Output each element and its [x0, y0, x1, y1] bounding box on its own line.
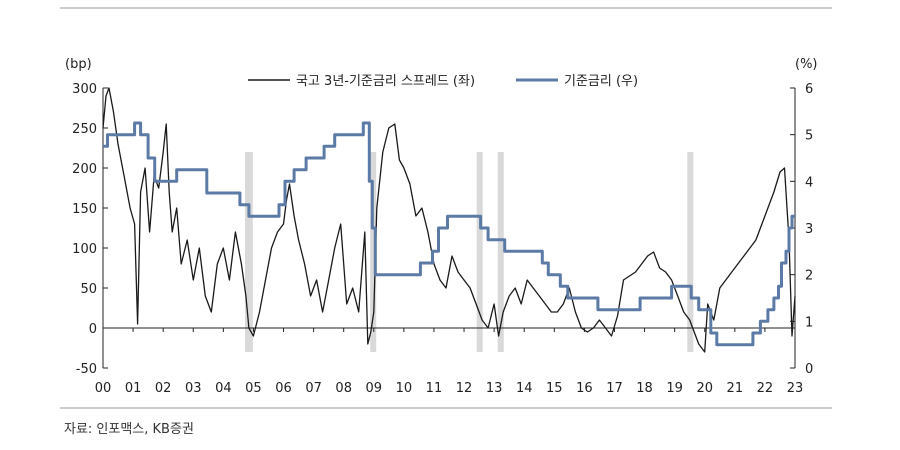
- y-left-tick-label: 300: [72, 82, 97, 97]
- x-tick-label: 21: [727, 381, 744, 396]
- y-right-tick-label: 0: [805, 362, 813, 377]
- x-tick-label: 00: [95, 381, 112, 396]
- x-tick-label: 23: [787, 381, 804, 396]
- shaded-periods: [245, 152, 694, 352]
- shaded-period-0: [245, 152, 253, 352]
- x-tick-label: 15: [546, 381, 563, 396]
- x-tick-label: 02: [155, 381, 172, 396]
- legend-label-spread: 국고 3년-기준금리 스프레드 (좌): [296, 74, 475, 89]
- shaded-period-1: [370, 152, 377, 352]
- y-right-tick-label: 4: [805, 175, 813, 190]
- x-tick-label: 05: [245, 381, 262, 396]
- x-tick-label: 19: [666, 381, 683, 396]
- y-right-tick-label: 6: [805, 82, 813, 97]
- x-tick-label: 07: [305, 381, 322, 396]
- legend-label-base-rate: 기준금리 (우): [564, 74, 638, 89]
- x-tick-label: 20: [696, 381, 713, 396]
- y-right-tick-label: 2: [805, 269, 813, 284]
- x-tick-label: 22: [757, 381, 774, 396]
- x-tick-label: 01: [125, 381, 142, 396]
- x-tick-label: 12: [456, 381, 473, 396]
- y-right-tick-label: 5: [805, 129, 813, 144]
- y-left-tick-label: -50: [76, 362, 97, 377]
- series-lines: [102, 87, 796, 353]
- source-note: 자료: 인포맥스, KB증권: [64, 422, 194, 437]
- x-tick-label: 03: [185, 381, 202, 396]
- x-tick-label: 16: [576, 381, 593, 396]
- x-ticks: 00 01 02 03 04 05 06 07 08 09 10 11 12 13 14 15 16 17 18 19…: [95, 328, 804, 396]
- x-tick-label: 13: [486, 381, 503, 396]
- left-unit-label: (bp): [65, 57, 92, 72]
- x-tick-label: 04: [215, 381, 232, 396]
- y-left-tick-label: 100: [72, 242, 97, 257]
- legend: 국고 3년-기준금리 스프레드 (좌) 기준금리 (우): [248, 74, 638, 89]
- x-tick-label: 11: [426, 381, 443, 396]
- shaded-period-4: [687, 152, 694, 352]
- y-left-tick-label: 250: [72, 122, 97, 137]
- x-tick-label: 14: [516, 381, 533, 396]
- shaded-period-3: [497, 152, 504, 352]
- y-right-tick-label: 1: [805, 315, 813, 330]
- right-unit-label: (%): [795, 57, 818, 72]
- y-left-tick-label: 200: [72, 162, 97, 177]
- series-line-base-rate: [103, 121, 795, 347]
- x-tick-label: 17: [606, 381, 623, 396]
- x-tick-label: 08: [335, 381, 352, 396]
- y-left-tick-label: 0: [89, 322, 97, 337]
- shaded-period-2: [476, 152, 483, 352]
- x-tick-label: 10: [396, 381, 413, 396]
- y-right-tick-label: 3: [805, 222, 813, 237]
- y-left-tick-label: 150: [72, 202, 97, 217]
- y-ticks: -50 0 50 100 150 200 250 300 0 1 2 3 4 5 6: [72, 82, 813, 377]
- x-tick-label: 18: [636, 381, 653, 396]
- y-left-tick-label: 50: [80, 282, 97, 297]
- x-tick-label: 06: [275, 381, 292, 396]
- x-tick-label: 09: [366, 381, 383, 396]
- series-line-spread: [102, 87, 796, 353]
